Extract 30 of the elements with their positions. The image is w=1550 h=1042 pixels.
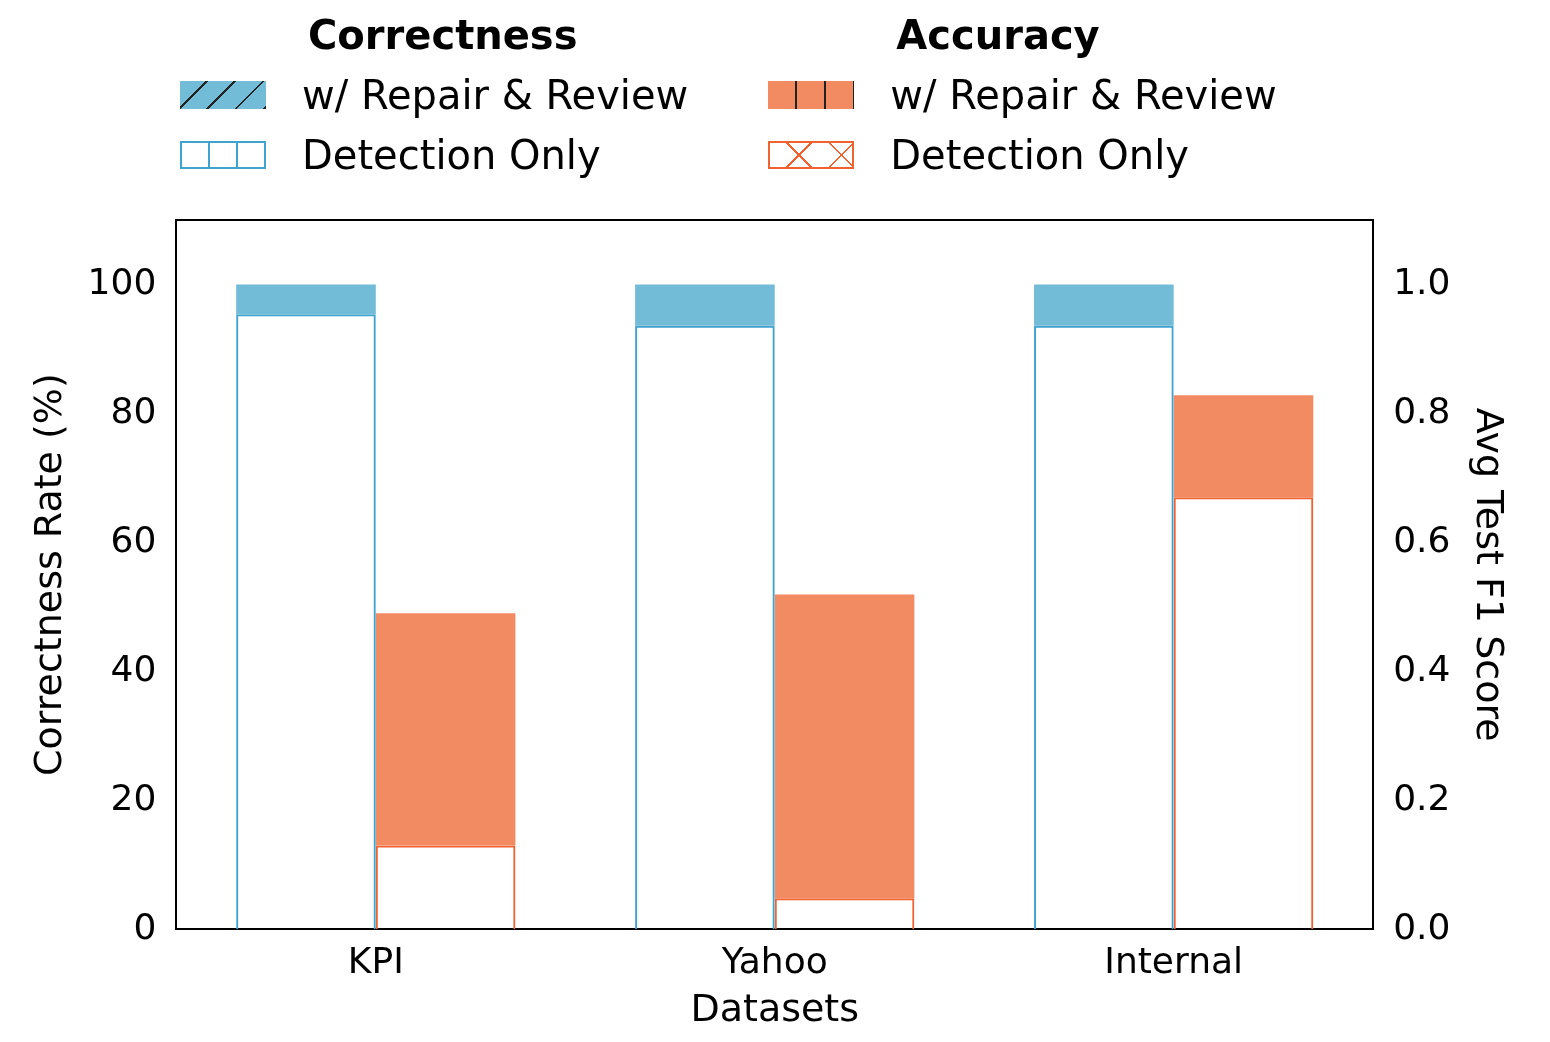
x-tick-label: Internal xyxy=(1104,940,1244,982)
bar xyxy=(375,613,516,846)
y2-tick-label: 0.8 xyxy=(1393,389,1451,431)
y-tick-label: 100 xyxy=(87,260,157,302)
y2-tick-label: 1.0 xyxy=(1393,260,1451,302)
text: Accuracy xyxy=(896,12,1100,58)
y2-axis-title: Avg Test F1 Score xyxy=(1468,407,1513,742)
x-tick-label: KPI xyxy=(347,940,404,982)
text: Correctness xyxy=(308,12,578,58)
bar xyxy=(635,284,775,326)
y-tick-label: 80 xyxy=(110,389,157,431)
y2-tick-label: 0.2 xyxy=(1393,776,1451,818)
bar xyxy=(1034,284,1174,326)
y2-tick-label: 0.4 xyxy=(1393,647,1451,689)
bar xyxy=(1173,395,1314,498)
y2-tick-label: 0.0 xyxy=(1393,905,1451,947)
legend-label: Detection Only xyxy=(302,132,601,178)
legend-label: Detection Only xyxy=(890,132,1189,178)
x-axis-title: Datasets xyxy=(690,986,860,1031)
y-tick-label: 0 xyxy=(133,905,157,947)
legend-label: w/ Repair & Review xyxy=(302,72,689,118)
y-axis-title: Correctness Rate (%) xyxy=(25,373,70,777)
y-tick-label: 40 xyxy=(110,647,157,689)
legend-label: w/ Repair & Review xyxy=(890,72,1277,118)
y2-tick-label: 0.6 xyxy=(1393,518,1451,560)
bar xyxy=(236,284,376,315)
x-tick-label: Yahoo xyxy=(720,940,828,982)
y-tick-label: 20 xyxy=(110,776,157,818)
bar xyxy=(774,594,915,899)
y-tick-label: 60 xyxy=(110,518,157,560)
